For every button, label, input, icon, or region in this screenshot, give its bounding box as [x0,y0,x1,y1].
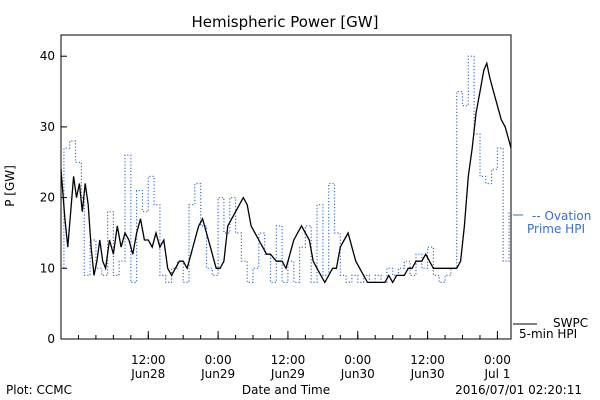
y-tick-label: 10 [40,261,55,275]
chart-title: Hemispheric Power [GW] [192,13,379,31]
y-axis-label: P [GW] [3,165,17,207]
y-tick-label: 0 [47,332,55,346]
series-ovation-prime-line [61,55,511,283]
plot-frame [60,34,512,340]
x-tick-label-date: Jul 1 [483,367,510,381]
x-tick-label-time: 0:00 [205,353,232,367]
footer-plot-credit: Plot: CCMC [6,383,72,397]
y-tick-label: 40 [40,49,55,63]
x-tick-label-date: Jun30 [340,367,375,381]
y-tick-label: 30 [40,120,55,134]
x-tick-label-date: Jun30 [410,367,445,381]
footer-timestamp: 2016/07/01 02:20:11 [455,383,582,397]
legend-ovation-line2: Prime HPI [527,222,585,236]
x-axis-label: Date and Time [242,383,330,397]
x-tick-label-date: Jun29 [270,367,305,381]
series-layer [60,55,512,284]
legend-ovation-line1: -- Ovation [532,209,591,223]
x-tick-label-time: 12:00 [131,353,166,367]
y-tick-label: 20 [40,191,55,205]
series-swpc-line [60,61,512,284]
x-tick-label-time: 0:00 [344,353,371,367]
legend-entry-swpc: SWPC 5-min HPI [513,316,588,341]
legend: -- Ovation Prime HPI SWPC 5-min HPI [513,209,591,341]
x-tick-label-time: 0:00 [484,353,511,367]
x-axis: 12:00Jun280:00Jun2912:00Jun290:00Jun3012… [77,331,511,381]
legend-swpc-line1: SWPC [553,316,588,330]
x-tick-label-date: Jun29 [200,367,235,381]
x-tick-label-time: 12:00 [271,353,306,367]
x-tick-label-date: Jun28 [130,367,165,381]
legend-entry-ovation: -- Ovation Prime HPI [513,209,591,236]
y-axis: 0 10 20 30 40 [40,49,67,346]
legend-swpc-line2: 5-min HPI [519,327,577,341]
x-tick-label-time: 12:00 [410,353,445,367]
